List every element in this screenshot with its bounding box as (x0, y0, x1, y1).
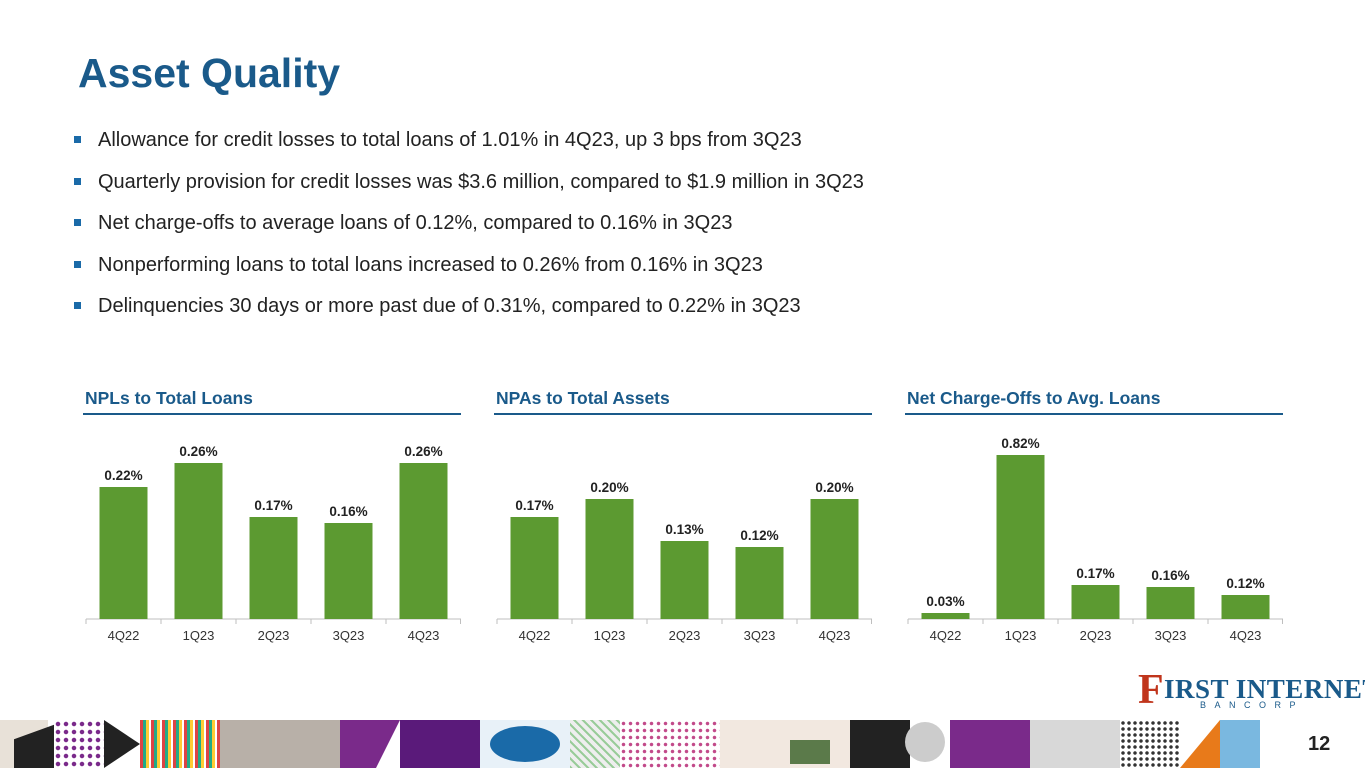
x-tick-label: 1Q23 (183, 628, 215, 643)
data-label: 0.12% (740, 528, 778, 543)
strip-tile (104, 720, 140, 768)
strip-tile (1260, 720, 1365, 768)
data-label: 0.17% (515, 498, 553, 513)
strip-tile (220, 720, 340, 768)
chart-title: NPLs to Total Loans (85, 388, 253, 408)
bar-2q23 (660, 541, 709, 619)
npa-chart: NPAs to Total Assets 0.17% 4Q22 0.20% 1Q23 0… (494, 384, 872, 644)
strip-tile (1180, 720, 1220, 768)
bullet-item: Nonperforming loans to total loans incre… (74, 254, 864, 296)
strip-tile (54, 720, 104, 768)
data-label: 0.17% (254, 498, 292, 513)
bar-4q23 (1221, 595, 1270, 619)
strip-tile (1120, 720, 1180, 768)
chart-title-rule (494, 413, 872, 415)
data-label: 0.17% (1076, 566, 1114, 581)
bar-3q23 (1146, 587, 1195, 619)
strip-tile (790, 740, 830, 764)
decorative-footer-strip (0, 720, 1365, 768)
x-tick-label: 3Q23 (1155, 628, 1187, 643)
page-title: Asset Quality (78, 50, 341, 96)
bullet-item: Net charge-offs to average loans of 0.12… (74, 212, 864, 254)
strip-tile (1220, 720, 1260, 768)
strip-tile (400, 720, 480, 768)
x-tick-label: 1Q23 (1005, 628, 1037, 643)
page-number: 12 (1308, 733, 1331, 755)
strip-tile (1030, 720, 1120, 768)
bullet-list: Allowance for credit losses to total loa… (74, 129, 864, 337)
npl-chart: NPLs to Total Loans 0.22% 4Q22 0.26% 1Q23 0.… (83, 384, 461, 644)
bar-3q23 (735, 547, 784, 619)
bar-4q23 (399, 463, 448, 619)
strip-tile (620, 720, 720, 768)
strip-tile (340, 720, 400, 768)
company-logo: F IRST INTERNET BANCORP (1138, 667, 1365, 713)
bar-4q22 (99, 487, 148, 619)
chart-svg: 0.17% 4Q22 0.20% 1Q23 0.13% 2Q23 0.12% 3Q23 0.20… (496, 480, 872, 643)
x-tick-label: 2Q23 (1080, 628, 1112, 643)
data-label: 0.16% (329, 504, 367, 519)
chart-svg: 0.03% 4Q22 0.82% 1Q23 0.17% 2Q23 0.16% 3Q23 0.12… (907, 436, 1283, 643)
logo-initial: F (1138, 667, 1164, 713)
strip-tile (140, 720, 220, 768)
bullet-text: Net charge-offs to average loans of 0.12… (98, 212, 733, 234)
bar-4q22 (921, 613, 970, 619)
x-tick-label: 3Q23 (333, 628, 365, 643)
bullet-square-icon (74, 302, 81, 309)
bullet-item: Quarterly provision for credit losses wa… (74, 171, 864, 213)
logo-subtitle: BANCORP (1200, 700, 1305, 710)
x-tick-label: 4Q23 (408, 628, 440, 643)
data-label: 0.20% (590, 480, 628, 495)
data-label: 0.13% (665, 522, 703, 537)
logo-name: IRST INTERNET (1164, 674, 1365, 704)
bar-3q23 (324, 523, 373, 619)
bullet-text: Quarterly provision for credit losses wa… (98, 170, 864, 193)
bar-4q22 (510, 517, 559, 619)
x-tick-label: 4Q22 (519, 628, 551, 643)
data-label: 0.22% (104, 468, 142, 483)
bullet-text: Allowance for credit losses to total loa… (98, 129, 802, 151)
bullet-square-icon (74, 136, 81, 143)
strip-tile (490, 726, 560, 762)
bullet-square-icon (74, 260, 81, 268)
bullet-square-icon (74, 177, 81, 185)
bar-1q23 (174, 463, 223, 619)
bullet-square-icon (74, 219, 81, 226)
chart-title-rule (905, 413, 1283, 415)
bar-4q23 (810, 499, 859, 619)
x-tick-label: 1Q23 (594, 628, 626, 643)
bar-1q23 (585, 499, 634, 619)
strip-tile (850, 720, 910, 768)
strip-tile (720, 720, 850, 768)
strip-tile (950, 720, 1030, 768)
data-label: 0.26% (179, 444, 217, 459)
chart-title: NPAs to Total Assets (496, 388, 670, 408)
x-tick-label: 2Q23 (258, 628, 290, 643)
data-label: 0.82% (1001, 436, 1039, 451)
data-label: 0.12% (1226, 576, 1264, 591)
chart-title: Net Charge-Offs to Avg. Loans (907, 388, 1161, 408)
data-label: 0.26% (404, 444, 442, 459)
x-tick-label: 4Q23 (819, 628, 851, 643)
x-tick-label: 4Q22 (108, 628, 140, 643)
bullet-item: Allowance for credit losses to total loa… (74, 129, 864, 171)
data-label: 0.03% (926, 594, 964, 609)
chart-title-rule (83, 413, 461, 415)
bar-1q23 (996, 455, 1045, 619)
x-tick-label: 4Q22 (930, 628, 962, 643)
x-tick-label: 2Q23 (669, 628, 701, 643)
strip-tile (570, 720, 620, 768)
bar-2q23 (1071, 585, 1120, 619)
x-tick-label: 3Q23 (744, 628, 776, 643)
bar-2q23 (249, 517, 298, 619)
bullet-text: Nonperforming loans to total loans incre… (98, 253, 763, 276)
data-label: 0.16% (1151, 568, 1189, 583)
chart-svg: 0.22% 4Q22 0.26% 1Q23 0.17% 2Q23 0.16% 3Q23 0.26… (85, 444, 461, 643)
bullet-item: Delinquencies 30 days or more past due o… (74, 295, 864, 337)
nco-chart: Net Charge-Offs to Avg. Loans 0.03% 4Q22 0… (905, 384, 1283, 644)
data-label: 0.20% (815, 480, 853, 495)
strip-tile (905, 722, 945, 762)
bullet-text: Delinquencies 30 days or more past due o… (98, 295, 801, 317)
x-tick-label: 4Q23 (1230, 628, 1262, 643)
